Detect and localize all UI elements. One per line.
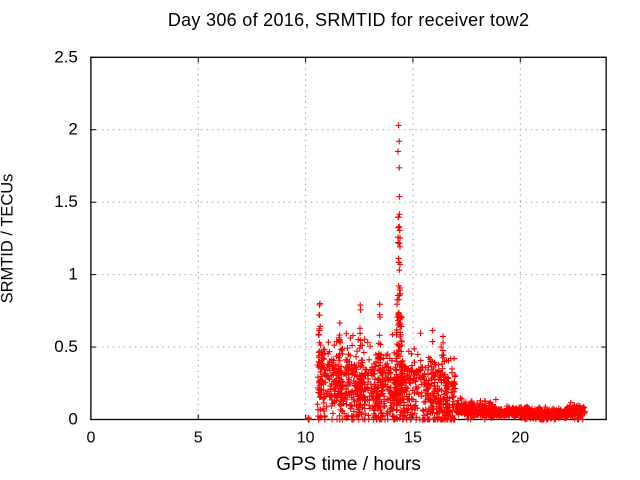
svg-text:0: 0 [68,410,77,429]
svg-text:2: 2 [68,120,77,139]
svg-text:1.5: 1.5 [54,192,78,211]
svg-text:1: 1 [68,265,77,284]
svg-text:15: 15 [404,430,422,447]
svg-text:0: 0 [86,430,95,447]
svg-text:2.5: 2.5 [54,47,78,66]
svg-text:5: 5 [194,430,203,447]
svg-text:20: 20 [511,430,529,447]
svg-text:10: 10 [297,430,315,447]
svg-text:0.5: 0.5 [54,337,78,356]
